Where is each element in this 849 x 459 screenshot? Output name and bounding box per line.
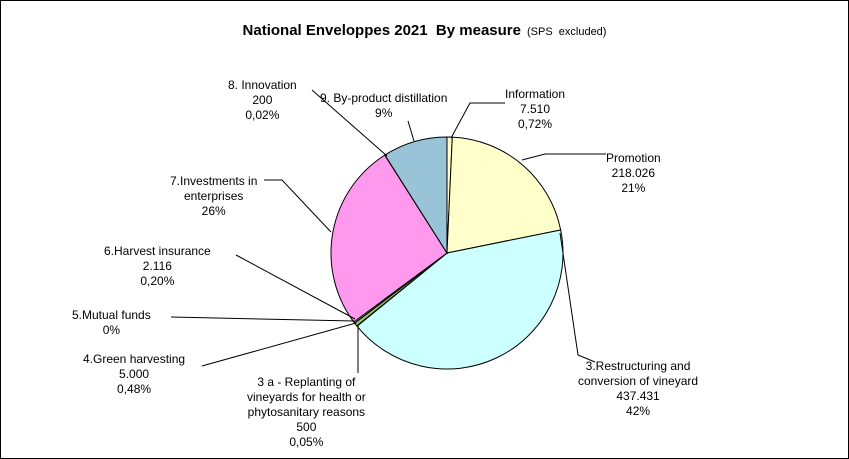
pie-slice-8 (330, 154, 448, 323)
leader-line-2 (521, 153, 606, 161)
label-information-value: 7.510 (520, 102, 551, 116)
label-innovation-pct: 0,02% (245, 108, 280, 122)
label-investments: 7.Investments in enterprises 26% (170, 174, 257, 219)
leader-line-5 (201, 322, 357, 367)
label-replanting-line3: phytosanitary reasons (247, 405, 366, 419)
label-information-pct: 0,72% (518, 117, 553, 131)
label-distillation-pct: 9% (375, 106, 393, 120)
pie-slice-3 (356, 229, 564, 370)
label-replanting-line2: vineyards for health or (247, 390, 366, 404)
label-mutual-funds: 5.Mutual funds 0% (72, 308, 151, 338)
label-harvest-insurance: 6.Harvest insurance 2.116 0,20% (104, 244, 211, 289)
leader-line-10 (407, 120, 415, 142)
label-replanting-line1: 3 a - Replanting of (257, 375, 356, 389)
label-replanting: 3 a - Replanting of vineyards for health… (247, 375, 366, 450)
label-investments-line2: enterprises (184, 189, 244, 203)
label-restructuring: 3.Restructuring and conversion of vineya… (578, 359, 698, 419)
leader-line-1 (450, 102, 505, 139)
label-green-harvesting: 4.Green harvesting 5.000 0,48% (83, 352, 185, 397)
label-harvest-pct: 0,20% (140, 274, 175, 288)
label-green-name: 4.Green harvesting (83, 352, 186, 366)
chart-subtitle: (SPS excluded) (526, 26, 607, 38)
label-harvest-name: 6.Harvest insurance (104, 244, 211, 258)
label-restructuring-line2: conversion of vineyard (578, 374, 699, 388)
label-replanting-value: 500 (296, 420, 317, 434)
label-replanting-pct: 0,05% (289, 435, 324, 449)
label-harvest-value: 2.116 (142, 259, 172, 273)
leader-line-6 (170, 316, 355, 322)
label-mutual-name: 5.Mutual funds (72, 308, 151, 322)
chart-title-row: National Enveloppes 2021 By measure (SPS … (0, 22, 849, 39)
label-restructuring-value: 437.431 (616, 389, 660, 403)
label-promotion-pct: 21% (621, 181, 646, 195)
label-information-name: Information (505, 87, 566, 101)
label-investments-pct: 26% (201, 204, 226, 218)
label-green-value: 5.000 (119, 367, 150, 381)
label-restructuring-line1: 3.Restructuring and (585, 359, 691, 373)
label-promotion: Promotion 218.026 21% (606, 151, 661, 196)
leader-lines (170, 89, 606, 373)
pie-slice-2 (446, 136, 562, 254)
pie-slice-10 (384, 136, 448, 255)
label-innovation: 8. Innovation 200 0,02% (228, 78, 297, 123)
pie-slices (330, 136, 564, 370)
label-promotion-value: 218.026 (611, 166, 656, 180)
chart-title: National Enveloppes 2021 By measure (242, 22, 521, 39)
leader-line-3 (559, 232, 596, 363)
label-restructuring-pct: 42% (626, 404, 651, 418)
label-investments-line1: 7.Investments in (170, 174, 258, 188)
label-promotion-name: Promotion (606, 151, 661, 165)
label-distillation: 9. By-product distillation 9% (320, 91, 447, 121)
leader-line-9 (311, 89, 388, 157)
label-innovation-value: 200 (252, 93, 273, 107)
leader-line-8 (264, 179, 332, 233)
label-information: Information 7.510 0,72% (505, 87, 565, 132)
label-green-pct: 0,48% (117, 382, 152, 396)
label-mutual-pct: 0% (102, 323, 121, 337)
label-innovation-name: 8. Innovation (228, 78, 297, 92)
label-distillation-name: 9. By-product distillation (320, 91, 448, 105)
leader-line-7 (235, 254, 356, 320)
